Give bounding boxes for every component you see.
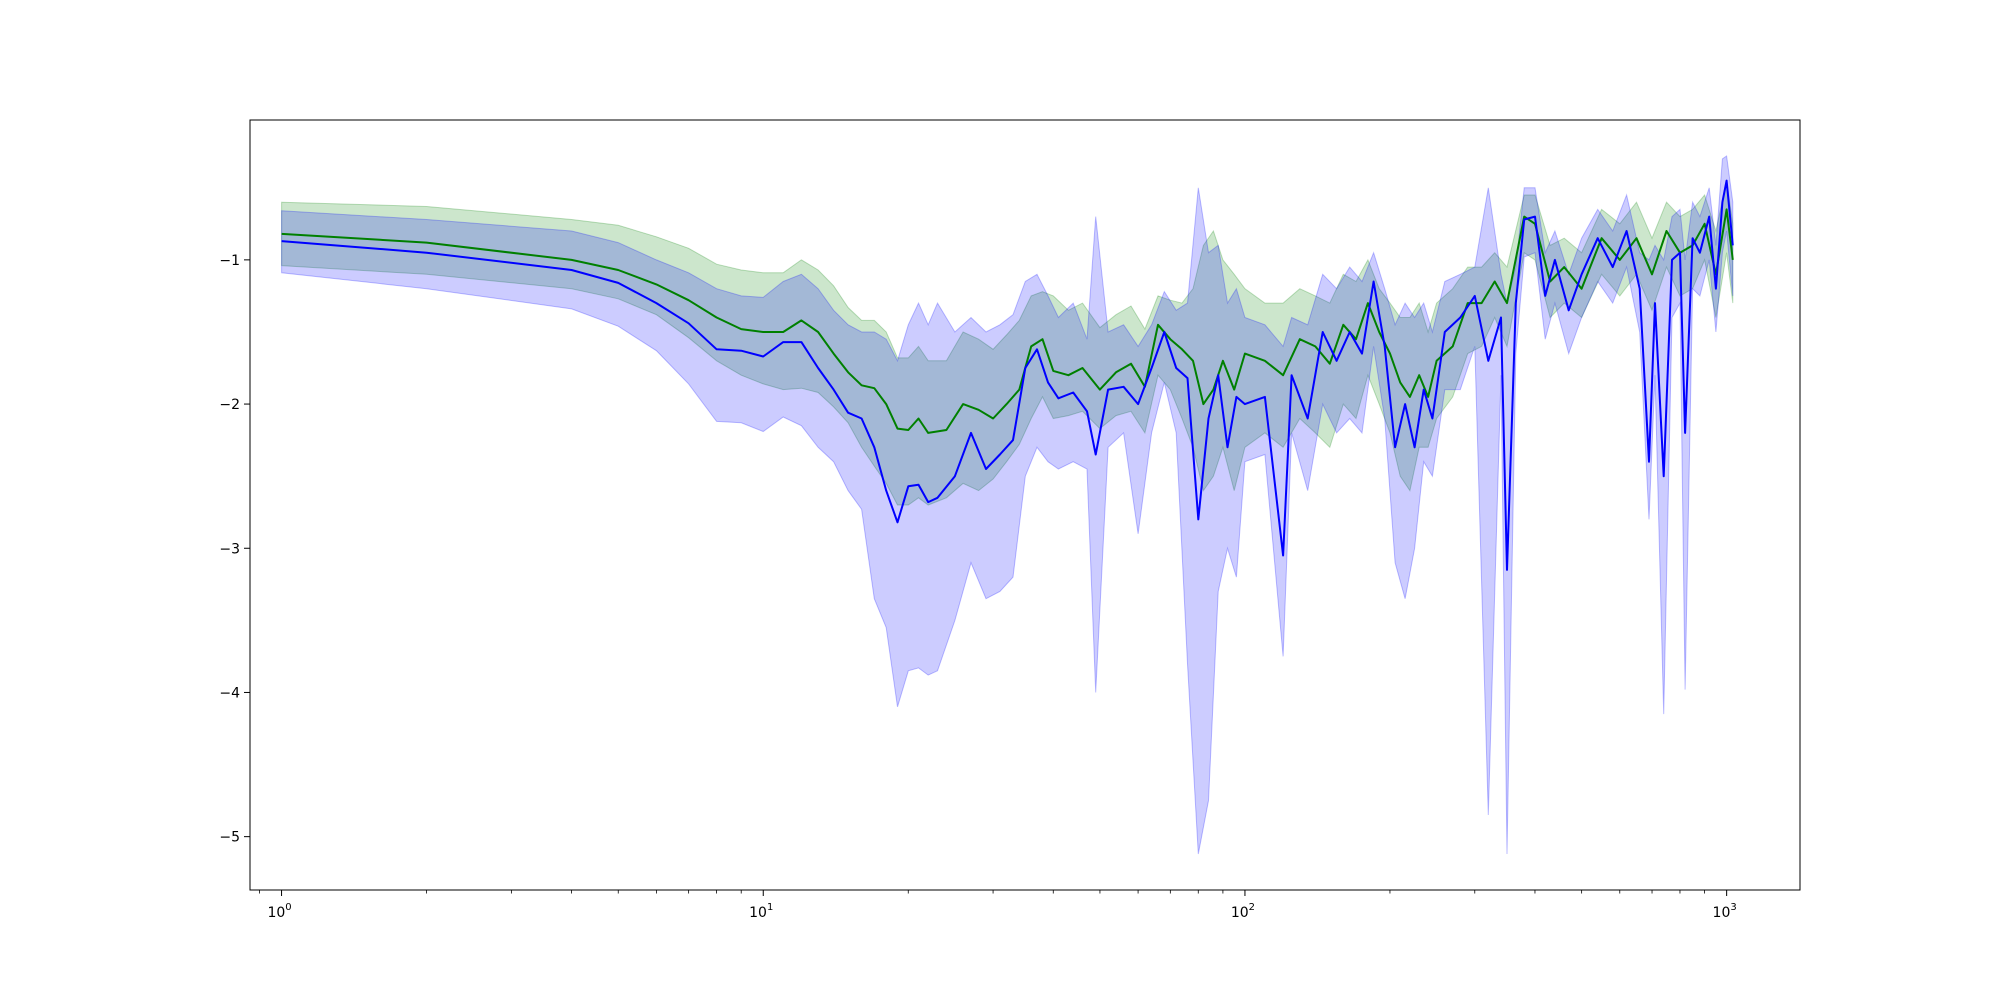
plot-frame (249, 119, 1801, 891)
x-tick-label: 103 (1713, 902, 1737, 921)
y-tick-label: −2 (219, 397, 240, 413)
x-tick-label: 102 (1231, 902, 1255, 921)
y-tick-label: −1 (219, 253, 240, 269)
series-lines (281, 179, 1734, 571)
confidence-bands (281, 155, 1734, 855)
x-tick-label: 100 (267, 902, 291, 921)
y-tick-label: −4 (219, 685, 240, 701)
y-tick-label: −3 (219, 541, 240, 557)
series-2-band (281, 155, 1734, 855)
x-axis: 100 101 102 103 (259, 890, 1737, 921)
y-tick-label: −5 (219, 830, 240, 846)
series-2-line (281, 179, 1734, 571)
series-1-line (281, 208, 1734, 434)
x-tick-label: 101 (749, 902, 773, 921)
series-1-band (281, 180, 1734, 506)
y-axis: −1 −2 −3 −4 −5 (219, 253, 250, 846)
